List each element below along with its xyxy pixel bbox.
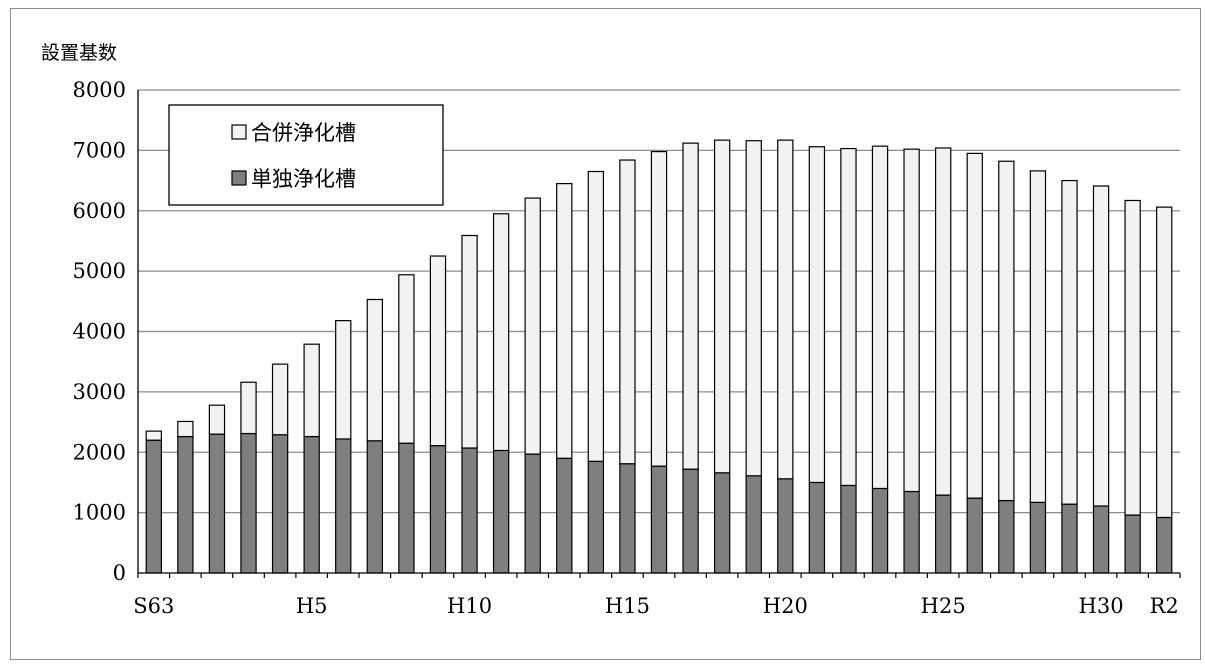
- chart-frame: 設置基数 0 1000 2000 3000 4000 5000 6000 7000 8000 S…: [10, 8, 1201, 660]
- bar-segment-gappei: [1124, 199, 1141, 516]
- x-tick-label: H15: [605, 594, 650, 618]
- y-tick-label: 1000: [73, 501, 126, 525]
- bar-segment-gappei: [998, 160, 1015, 502]
- bar-segment-gappei: [1092, 185, 1110, 507]
- bar-segment-gappei: [1156, 206, 1173, 519]
- bar-segment-tandoku: [998, 499, 1015, 574]
- legend-label: 単独浄化槽: [251, 167, 356, 191]
- bar-segment-gappei: [808, 146, 826, 484]
- bar-segment-tandoku: [335, 438, 352, 574]
- bar-segment-gappei: [587, 170, 605, 462]
- bar-segment-tandoku: [934, 494, 952, 574]
- bar-segment-tandoku: [713, 472, 731, 574]
- bar-segment-tandoku: [808, 481, 826, 574]
- bar-segment-gappei: [303, 343, 320, 438]
- bar-segment-tandoku: [1092, 505, 1110, 574]
- x-tick-label: R2: [1150, 594, 1179, 618]
- bar-segment-tandoku: [745, 475, 762, 574]
- legend-swatch: [231, 170, 247, 186]
- bar-segment-gappei: [556, 182, 573, 459]
- bar-segment-gappei: [524, 197, 541, 455]
- bar-segment-gappei: [366, 298, 383, 442]
- y-tick-labels: 0 1000 2000 3000 4000 5000 6000 7000 8000: [73, 78, 126, 585]
- bar-segment-gappei: [177, 420, 194, 438]
- bar-segment-gappei: [492, 213, 510, 452]
- bar-segment-gappei: [1061, 179, 1078, 505]
- bar-segment-tandoku: [1061, 503, 1078, 574]
- bar-segment-tandoku: [1124, 514, 1141, 574]
- bar-segment-gappei: [713, 139, 731, 474]
- bar-segment-tandoku: [398, 442, 415, 574]
- x-tick-label: H25: [921, 594, 966, 618]
- bar-segment-gappei: [619, 159, 636, 465]
- axes: [137, 90, 1181, 578]
- y-tick-label: 5000: [73, 259, 126, 283]
- y-tick-label: 6000: [73, 199, 126, 223]
- legend-box: [168, 104, 444, 206]
- bar-segment-gappei: [966, 152, 983, 499]
- y-tick-label: 2000: [73, 440, 126, 464]
- bar-segment-gappei: [934, 147, 952, 496]
- bar-segment-gappei: [240, 381, 257, 435]
- bar-segment-tandoku: [1156, 516, 1173, 574]
- bar-segment-tandoku: [271, 434, 289, 574]
- bar-segment-tandoku: [650, 465, 668, 574]
- bar-segment-tandoku: [492, 449, 510, 574]
- x-tick-label: S63: [133, 594, 174, 618]
- x-tick-label: H5: [296, 594, 328, 618]
- bar-segment-tandoku: [1029, 501, 1047, 574]
- bar-segment-tandoku: [903, 490, 920, 574]
- y-tick-label: 7000: [73, 138, 126, 162]
- bar-segment-gappei: [871, 145, 889, 490]
- bar-segment-gappei: [1029, 170, 1047, 503]
- bar-segment-tandoku: [145, 439, 162, 574]
- bar-segment-gappei: [777, 139, 794, 480]
- stacked-bar-chart: 設置基数 0 1000 2000 3000 4000 5000 6000 7000 8000 S…: [41, 42, 1181, 618]
- bar-segment-gappei: [145, 430, 162, 441]
- bar-segment-tandoku: [840, 484, 857, 574]
- bar-segment-gappei: [335, 320, 352, 440]
- y-tick-label: 0: [113, 561, 126, 585]
- bar-segment-gappei: [398, 274, 415, 444]
- bar-segment-tandoku: [303, 435, 320, 574]
- bar-segment-gappei: [682, 142, 699, 470]
- x-tick-labels: S63 H5 H10 H15 H20 H25 H30 R2: [133, 594, 1179, 618]
- y-tick-label: 4000: [73, 320, 126, 344]
- bar-segment-tandoku: [240, 432, 257, 574]
- bars: [145, 139, 1173, 574]
- bar-segment-tandoku: [524, 453, 541, 574]
- y-tick-label: 3000: [73, 380, 126, 404]
- bar-segment-tandoku: [871, 487, 889, 574]
- x-tick-label: H10: [447, 594, 492, 618]
- bar-segment-tandoku: [208, 433, 226, 574]
- legend-swatch: [231, 124, 247, 140]
- y-tick-label: 8000: [73, 78, 126, 102]
- x-tick-label: H20: [763, 594, 808, 618]
- bar-segment-tandoku: [556, 457, 573, 574]
- legend-label: 合併浄化槽: [251, 121, 356, 145]
- bar-segment-gappei: [461, 234, 478, 449]
- bar-segment-tandoku: [619, 463, 636, 574]
- bar-segment-tandoku: [429, 445, 447, 574]
- bar-segment-gappei: [903, 148, 920, 493]
- bar-segment-gappei: [840, 147, 857, 487]
- bar-segment-gappei: [429, 255, 447, 447]
- bar-segment-gappei: [650, 150, 668, 467]
- bar-segment-tandoku: [777, 478, 794, 574]
- bar-segment-tandoku: [366, 440, 383, 574]
- bar-segment-tandoku: [461, 447, 478, 574]
- bar-segment-gappei: [745, 140, 762, 477]
- y-axis-title: 設置基数: [41, 42, 117, 64]
- bar-segment-tandoku: [966, 497, 983, 574]
- bar-segment-tandoku: [587, 460, 605, 574]
- bar-segment-gappei: [271, 363, 289, 436]
- bar-segment-tandoku: [682, 468, 699, 574]
- x-tick-label: H30: [1079, 594, 1124, 618]
- bar-segment-gappei: [208, 404, 226, 435]
- bar-segment-tandoku: [177, 435, 194, 574]
